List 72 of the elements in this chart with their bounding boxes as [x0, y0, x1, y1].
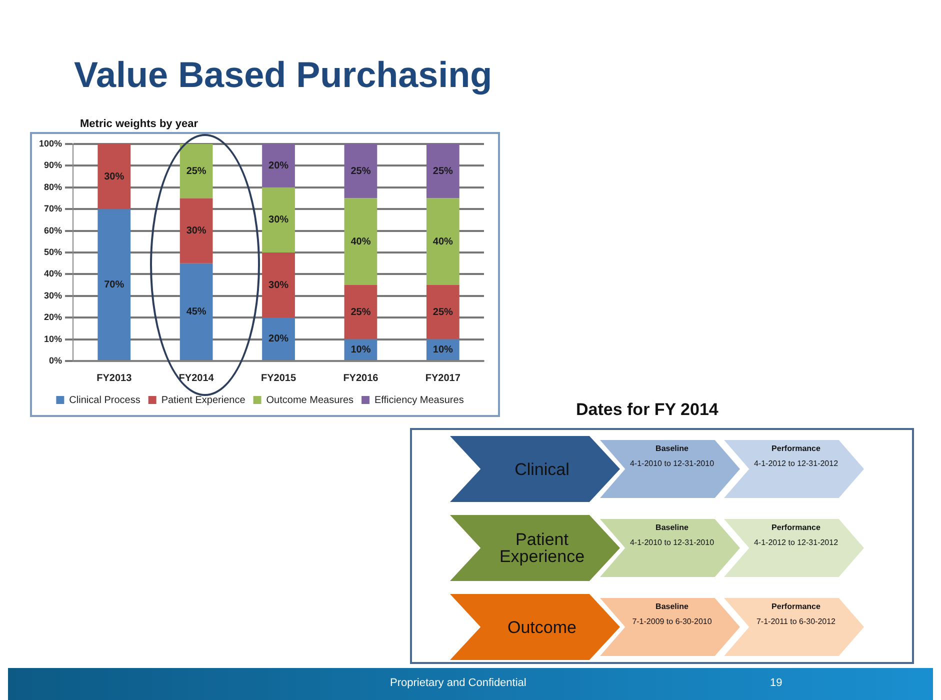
data-label: 70%	[104, 279, 124, 290]
y-tick-label: 90%	[44, 160, 62, 170]
data-label: 45%	[186, 306, 206, 318]
x-tick-label: FY2015	[260, 372, 296, 384]
data-label: 25%	[186, 166, 206, 177]
x-tick-label: FY2013	[96, 372, 132, 384]
text: 4-1-2012 to 12-31-2012	[752, 459, 840, 468]
text: Performance	[770, 444, 822, 453]
bar	[98, 144, 131, 210]
data-label: 30%	[186, 226, 206, 237]
data-label: 20%	[268, 334, 289, 345]
bar	[180, 144, 213, 198]
text: Baseline	[654, 523, 690, 532]
bar	[426, 198, 460, 286]
bar	[262, 187, 295, 252]
y-tick-label: 0%	[49, 355, 62, 366]
y-tick-label: 80%	[44, 182, 62, 192]
text: Performance	[770, 523, 822, 532]
data-label: 40%	[432, 236, 454, 248]
data-label: 25%	[350, 166, 371, 177]
x-tick-label: FY2014	[178, 372, 214, 384]
data-label: 30%	[104, 171, 124, 182]
data-label: 20%	[268, 160, 289, 172]
chart-subtitle: Metric weights by year	[80, 118, 198, 130]
data-label: 10%	[350, 344, 371, 356]
text: 19	[770, 677, 782, 689]
text: Outcome	[506, 616, 578, 638]
data-label: 10%	[432, 344, 454, 356]
data-label: 40%	[350, 236, 371, 248]
y-tick-label: 70%	[44, 204, 62, 214]
x-tick-label: FY2017	[425, 372, 461, 384]
text: 4-1-2010 to 12-31-2010	[628, 459, 716, 468]
legend-label: Patient Experience	[161, 394, 246, 406]
text: 7-1-2009 to 6-30-2010	[631, 617, 713, 626]
bar	[344, 144, 378, 198]
bar	[262, 144, 295, 188]
y-tick-label: 100%	[38, 138, 62, 148]
bar	[344, 285, 378, 340]
legend-label: Outcome Measures	[266, 394, 354, 406]
x-tick-label: FY2016	[343, 372, 379, 384]
legend-label: Efficiency Measures	[374, 394, 464, 406]
chart-title: Value Based Purchasing	[74, 54, 492, 96]
text: 4-1-2010 to 12-31-2010	[628, 538, 716, 547]
bar	[426, 285, 460, 340]
bar	[180, 263, 213, 360]
text: Patient Experience	[498, 529, 586, 568]
text: 7-1-2011 to 6-30-2012	[755, 617, 837, 626]
y-tick-label: 40%	[44, 268, 62, 279]
text: Baseline	[654, 444, 690, 453]
data-label: 30%	[268, 214, 289, 226]
data-label: 25%	[350, 306, 371, 318]
data-label: 30%	[268, 280, 289, 291]
y-tick-label: 10%	[44, 334, 62, 344]
bar	[262, 318, 295, 360]
y-tick-label: 20%	[44, 312, 62, 322]
bar	[180, 198, 213, 264]
text: Baseline	[654, 602, 690, 611]
legend-label: Clinical Process	[69, 394, 140, 406]
y-tick-label: 30%	[44, 290, 62, 300]
text: Dates for FY 2014	[576, 400, 718, 420]
data-label: 25%	[432, 166, 454, 177]
y-tick-label: 60%	[44, 225, 62, 236]
y-tick-label: 50%	[44, 246, 62, 257]
bar	[344, 198, 378, 286]
text: Performance	[770, 602, 822, 611]
text: 4-1-2012 to 12-31-2012	[752, 538, 840, 547]
text: Clinical	[514, 458, 570, 480]
bar	[262, 252, 295, 318]
text: Proprietary and Confidential	[390, 677, 526, 689]
bar	[426, 144, 460, 198]
data-label: 25%	[432, 306, 454, 318]
bar	[98, 209, 131, 360]
